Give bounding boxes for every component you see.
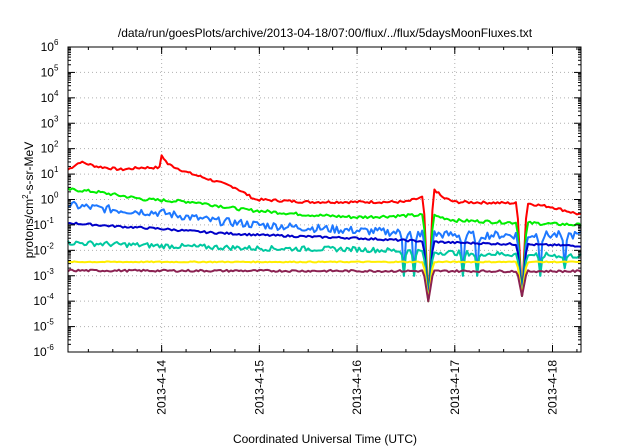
- x-axis-label: Coordinated Universal Time (UTC): [233, 432, 417, 446]
- y-tick-label: 10-1: [33, 216, 54, 232]
- y-tick-label-exp: 2: [54, 140, 59, 149]
- y-tick-label-exp: 0: [54, 191, 59, 200]
- y-tick-label: 103: [41, 114, 59, 130]
- y-tick-label-exp: -3: [47, 267, 55, 276]
- y-tick-label-exp: -4: [47, 292, 55, 301]
- y-tick-label-exp: 6: [54, 38, 59, 47]
- y-tick-label: 101: [41, 165, 59, 181]
- tick-marks: [68, 46, 581, 353]
- y-axis-label-rest: -s-sr-MeV: [22, 142, 36, 195]
- y-tick-label-exp: -6: [47, 343, 55, 352]
- y-axis-label: protons/cm2-s-sr-MeV: [21, 142, 36, 258]
- y-tick-label-exp: 5: [54, 63, 59, 72]
- y-tick-label: 105: [41, 63, 59, 79]
- x-tick-labels: 2013-4-14 2013-4-15 2013-4-16 2013-4-17 2013…: [155, 360, 560, 415]
- series-line: [67, 260, 582, 303]
- y-tick-label: 10-3: [33, 267, 54, 283]
- series-line: [67, 240, 582, 303]
- y-tick-label: 10-5: [33, 318, 54, 334]
- y-tick-label: 106: [41, 38, 59, 54]
- y-tick-label: 10-4: [33, 292, 54, 308]
- series-line: [67, 187, 582, 303]
- series-group: [67, 154, 582, 303]
- y-tick-label-exp: 3: [54, 114, 59, 123]
- x-tick-label: 2013-4-14: [155, 360, 169, 415]
- series-line: [67, 200, 582, 303]
- y-tick-labels: 10-610-510-410-310-210-11001011021031041…: [33, 38, 59, 359]
- y-tick-label: 104: [41, 89, 59, 105]
- y-tick-label-exp: -1: [47, 216, 55, 225]
- grid: [68, 47, 581, 352]
- y-tick-label: 10-6: [33, 343, 54, 359]
- y-tick-label: 10-2: [33, 241, 54, 257]
- series-line: [67, 268, 582, 303]
- y-tick-label-exp: -2: [47, 241, 55, 250]
- x-tick-label: 2013-4-15: [252, 360, 266, 415]
- y-tick-label-exp: 1: [54, 165, 59, 174]
- y-tick-label: 100: [41, 191, 59, 207]
- y-axis-label-main: protons/cm: [22, 199, 36, 258]
- y-axis-label-sup: 2: [21, 194, 30, 199]
- series-line: [67, 154, 582, 303]
- series-line: [67, 221, 582, 303]
- chart-title: /data/run/goesPlots/archive/2013-04-18/0…: [118, 26, 533, 40]
- x-tick-label: 2013-4-16: [350, 360, 364, 415]
- y-tick-label-exp: 4: [54, 89, 59, 98]
- x-tick-label: 2013-4-18: [546, 360, 560, 415]
- y-tick-label: 102: [41, 140, 59, 156]
- x-tick-label: 2013-4-17: [448, 360, 462, 415]
- y-tick-label-exp: -5: [47, 318, 55, 327]
